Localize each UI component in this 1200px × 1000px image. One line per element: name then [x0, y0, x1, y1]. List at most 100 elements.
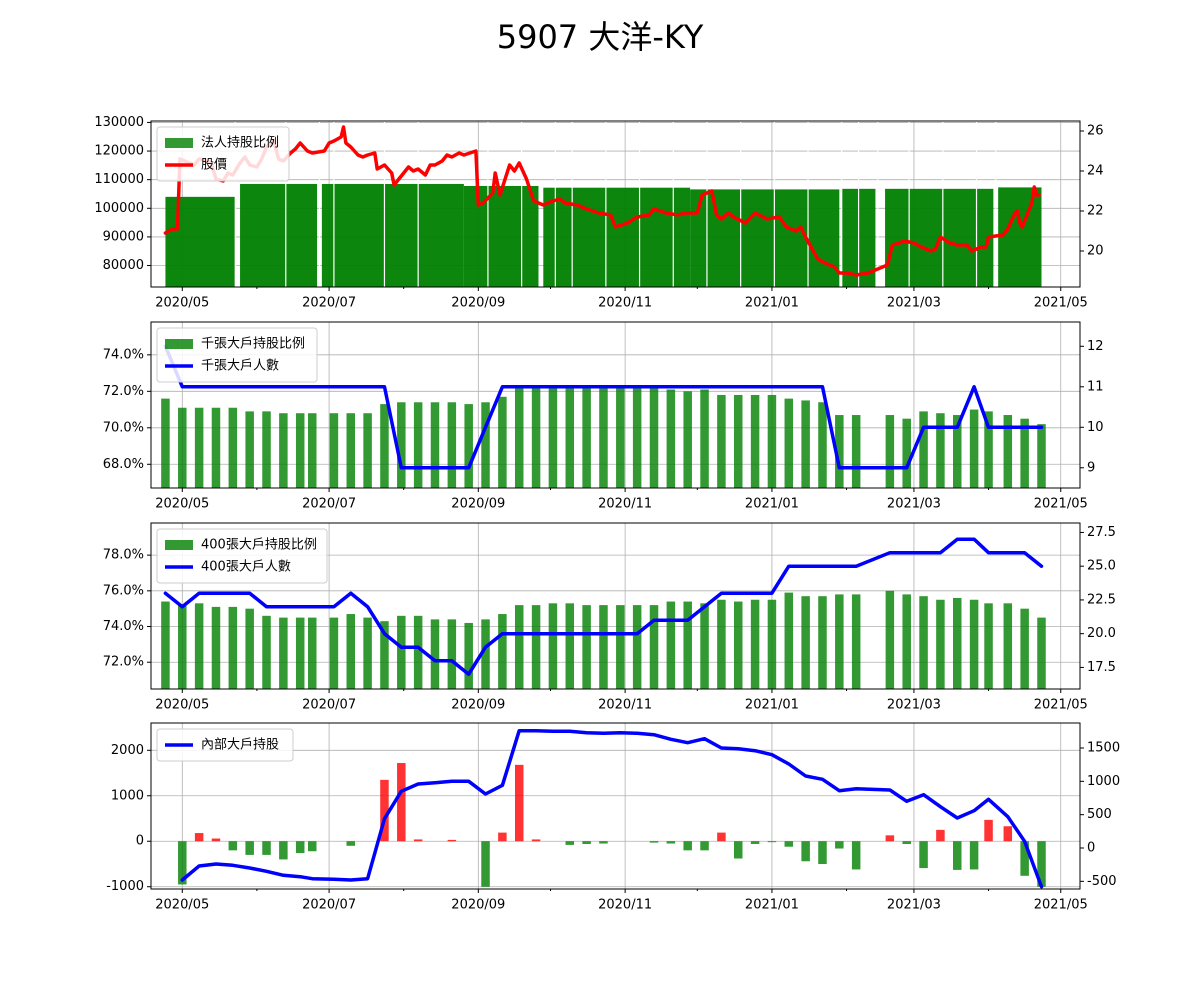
p3-series-line	[163, 537, 1044, 676]
p3-bar	[632, 605, 642, 689]
p4-bar	[514, 764, 524, 842]
p2-ytick-left-label: 74.0%	[103, 347, 144, 362]
p4-bar	[308, 841, 317, 852]
p3-bar	[228, 606, 238, 689]
p4-bar	[902, 841, 911, 844]
p1-ytick-right-label: 20	[1087, 244, 1104, 259]
p4-bar	[885, 835, 895, 842]
p2-bar	[582, 385, 591, 488]
p3-xtick-label: 2020/07	[302, 698, 356, 713]
p3-bar	[851, 594, 861, 689]
p4-bar	[953, 841, 962, 870]
p3-bar	[447, 619, 457, 689]
p2-ytick-right-label: 11	[1087, 379, 1104, 394]
p2-bar	[397, 402, 406, 488]
p3-bar	[582, 605, 591, 689]
p3-xtick-label: 2020/05	[155, 698, 209, 713]
p3-ytick-left-label: 72.0%	[103, 655, 144, 670]
p3-bar	[245, 608, 254, 689]
p2-xtick-label: 2021/03	[887, 497, 941, 512]
p4-bar	[498, 832, 507, 842]
p2-bar	[329, 413, 339, 488]
p2-bar	[919, 411, 928, 488]
p4-ytick-left-label: -1000	[106, 879, 144, 894]
p1-bar	[998, 187, 1042, 287]
p4-bar	[397, 763, 406, 842]
p4-bar	[380, 779, 389, 842]
p2-bar	[1020, 418, 1029, 488]
p2-ytick-left-label: 72.0%	[103, 384, 144, 399]
p3-bar	[919, 596, 928, 689]
p2-bar	[464, 404, 473, 488]
p4-ytick-right-label: 500	[1087, 807, 1112, 822]
p4-xtick-label: 2020/05	[155, 898, 209, 913]
p2-bar	[953, 415, 962, 488]
p3-bar	[397, 615, 406, 689]
p3-bar	[262, 615, 271, 689]
p1-bar	[321, 183, 464, 287]
p2-bar	[430, 402, 440, 488]
p4-bar	[750, 841, 760, 844]
p4-xtick-label: 2021/05	[1034, 898, 1088, 913]
p2-bar	[565, 385, 575, 488]
p4-bar	[279, 841, 288, 860]
p4-bar	[245, 841, 254, 855]
p2-bar	[279, 413, 288, 488]
p3-bar	[279, 617, 288, 689]
p4-bar	[481, 841, 490, 887]
p3-bar	[464, 622, 473, 689]
p4-bar	[228, 841, 238, 851]
p3-bar	[363, 617, 372, 689]
p4-bar	[666, 841, 676, 844]
p1-plot-area	[151, 121, 1080, 287]
p1-xtick-label: 2021/05	[1034, 296, 1088, 311]
p4-bar	[717, 832, 726, 842]
p3-bar	[565, 603, 575, 689]
p2-bar	[666, 389, 676, 488]
p4-bar	[801, 841, 810, 862]
p2-bar	[363, 413, 372, 488]
p4-bar	[531, 839, 541, 842]
p2-bar	[194, 407, 204, 488]
p2-bar	[683, 391, 692, 488]
p4-bar	[936, 829, 945, 842]
p3-legend-swatch-bar	[165, 540, 193, 550]
p4-bar	[1020, 841, 1029, 876]
p3-ytick-right-label: 20.0	[1087, 626, 1116, 641]
p1-xtick-label: 2020/09	[451, 296, 505, 311]
p3-bar	[683, 601, 692, 689]
p3-ytick-right-label: 25.0	[1087, 559, 1116, 574]
p4-bar	[178, 841, 187, 885]
p2-legend-label: 千張大戶人數	[201, 359, 279, 374]
p3-plot-area	[151, 523, 1080, 689]
p3-bar	[329, 617, 339, 689]
p4-bar	[211, 838, 221, 842]
p2-bar	[902, 418, 911, 488]
p4-xtick-label: 2021/03	[887, 898, 941, 913]
p1-ytick-right-label: 22	[1087, 204, 1104, 219]
p1-legend-label: 股價	[201, 158, 227, 173]
p4-ytick-left-label: 0	[136, 834, 144, 849]
p3-bar	[1003, 603, 1013, 689]
p2-bar	[481, 402, 490, 488]
p3-bar	[885, 590, 895, 689]
p4-bar	[851, 841, 861, 870]
p3-bar	[481, 619, 490, 689]
p2-axes-frame	[150, 321, 1081, 489]
p3-ytick-right-label: 27.5	[1087, 525, 1116, 540]
p2-bar	[498, 396, 507, 488]
p2-bar	[700, 389, 709, 488]
p3-bar	[616, 605, 625, 689]
p2-bar	[632, 385, 642, 488]
p4-xtick-label: 2021/01	[745, 898, 799, 913]
p3-bar	[984, 603, 993, 689]
p3-bar	[733, 601, 743, 689]
p2-xtick-label: 2021/05	[1034, 497, 1088, 512]
p3-bar	[295, 617, 305, 689]
p2-legend-box	[156, 327, 318, 383]
p2-bar	[413, 402, 423, 488]
p4-bar	[767, 841, 777, 843]
p1-axes-frame	[150, 120, 1081, 288]
p2-ytick-left-label: 68.0%	[103, 457, 144, 472]
p2-bar	[161, 398, 170, 488]
